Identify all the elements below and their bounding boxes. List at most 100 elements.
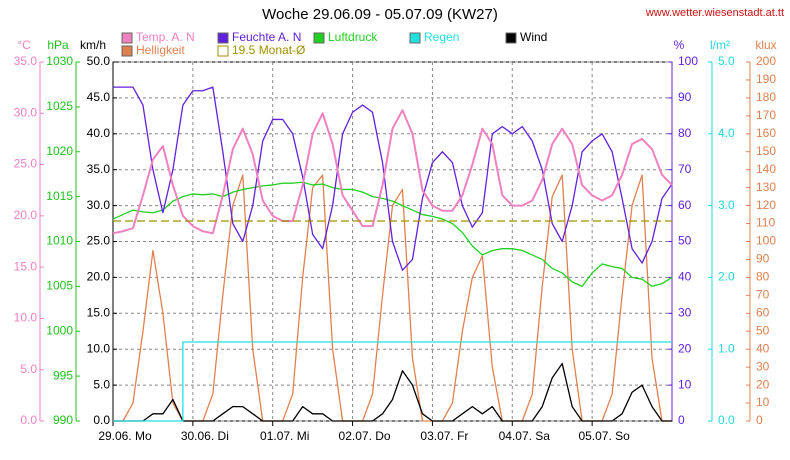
x-tick-label: 03.07. Fr [420,429,468,443]
y-tick-label: 0.0 [20,413,37,427]
y-tick-label: 40 [678,270,692,284]
x-tick-label: 02.07. Do [339,429,391,443]
y-tick-label: 25.0 [14,157,38,171]
axis-unit: klux [755,38,776,52]
y-tick-label: 1030 [46,54,73,68]
legend-swatch [409,32,421,44]
y-tick-label: 150 [756,144,776,158]
y-tick-label: 160 [756,126,776,140]
y-tick-label: 0 [678,413,685,427]
y-tick-label: 15.0 [87,305,111,319]
y-tick-label: 25.0 [87,234,111,248]
y-tick-label: 0.0 [718,413,735,427]
axis-unit: °C [17,38,31,52]
legend-swatch [217,45,229,57]
y-tick-label: 50.0 [87,54,111,68]
y-tick-label: 80 [756,270,770,284]
y-tick-label: 60 [756,305,770,319]
series-line [112,109,673,235]
y-tick-label: 5.0 [93,377,110,391]
y-tick-label: 1010 [46,234,73,248]
series-line [113,341,672,422]
y-tick-label: 10.0 [87,341,111,355]
legend-swatch [121,32,133,44]
y-tick-label: 1.0 [718,341,735,355]
legend-label: Luftdruck [328,30,378,44]
x-tick-label: 30.06. Di [181,429,229,443]
y-tick-label: 30.0 [14,105,38,119]
y-tick-label: 70 [756,288,770,302]
y-tick-label: 2.0 [718,270,735,284]
y-tick-label: 30.0 [87,198,111,212]
series-line [113,174,672,422]
x-tick-label: 01.07. Mi [260,429,309,443]
y-tick-label: 20.0 [87,270,111,284]
y-tick-label: 20 [756,377,770,391]
source-url: www.wetter.wiesenstadt.at.tt [645,7,784,19]
y-tick-label: 140 [756,162,776,176]
y-tick-label: 100 [756,234,776,248]
legend-label: Regen [424,30,459,44]
y-tick-label: 30 [678,305,692,319]
y-tick-label: 120 [756,198,776,212]
legend-label: Feuchte A. N [232,30,301,44]
legend-swatch [505,32,517,44]
y-tick-label: 30 [756,359,770,373]
x-tick-label: 05.07. So [578,429,630,443]
y-tick-label: 20 [678,341,692,355]
y-tick-label: 1015 [46,189,73,203]
legend-swatch [217,32,229,44]
y-tick-label: 50 [756,323,770,337]
axis-unit: hPa [47,38,69,52]
y-tick-label: 90 [678,90,692,104]
y-tick-label: 0 [756,413,763,427]
y-tick-label: 4.0 [718,126,735,140]
legend-label: 19.5 Monat-Ø [232,43,305,57]
y-tick-label: 80 [678,126,692,140]
y-tick-label: 60 [678,198,692,212]
y-tick-label: 10 [678,377,692,391]
y-tick-label: 190 [756,72,776,86]
series-line [112,181,673,288]
y-tick-label: 10 [756,395,770,409]
series-line [113,362,672,422]
axis-unit: l/m² [710,38,730,52]
y-tick-label: 1020 [46,144,73,158]
y-tick-label: 15.0 [14,259,38,273]
y-tick-label: 20.0 [14,208,38,222]
y-tick-label: 70 [678,162,692,176]
y-tick-label: 0.0 [93,413,110,427]
legend-label: Helligkeit [136,43,185,57]
y-tick-label: 1000 [46,323,73,337]
y-tick-label: 170 [756,108,776,122]
y-tick-label: 200 [756,54,776,68]
y-tick-label: 995 [53,368,73,382]
legend-swatch [121,45,133,57]
chart-title: Woche 29.06.09 - 05.07.09 (KW27) [262,6,498,23]
y-tick-label: 5.0 [718,54,735,68]
y-tick-label: 180 [756,90,776,104]
y-tick-label: 100 [678,54,698,68]
x-tick-label: 29.06. Mo [98,429,152,443]
y-tick-label: 90 [756,252,770,266]
x-tick-label: 04.07. Sa [499,429,551,443]
axis-unit: km/h [80,38,106,52]
y-tick-label: 1025 [46,99,73,113]
y-tick-label: 5.0 [20,362,37,376]
y-tick-label: 40 [756,341,770,355]
y-tick-label: 1005 [46,279,73,293]
y-tick-label: 10.0 [14,311,38,325]
legend-swatch [313,32,325,44]
y-tick-label: 130 [756,180,776,194]
y-tick-label: 35.0 [14,54,38,68]
y-tick-label: 35.0 [87,162,111,176]
legend-label: Wind [520,30,547,44]
plot: 29.06. Mo 30.06. Di 01.07. Mi 02.07. Do 03.0… [14,30,777,443]
y-tick-label: 110 [756,216,775,230]
y-tick-label: 990 [53,413,73,427]
y-tick-label: 40.0 [87,126,111,140]
y-tick-label: 3.0 [718,198,735,212]
axis-unit: % [674,38,685,52]
legend-label: Temp. A. N [136,30,195,44]
